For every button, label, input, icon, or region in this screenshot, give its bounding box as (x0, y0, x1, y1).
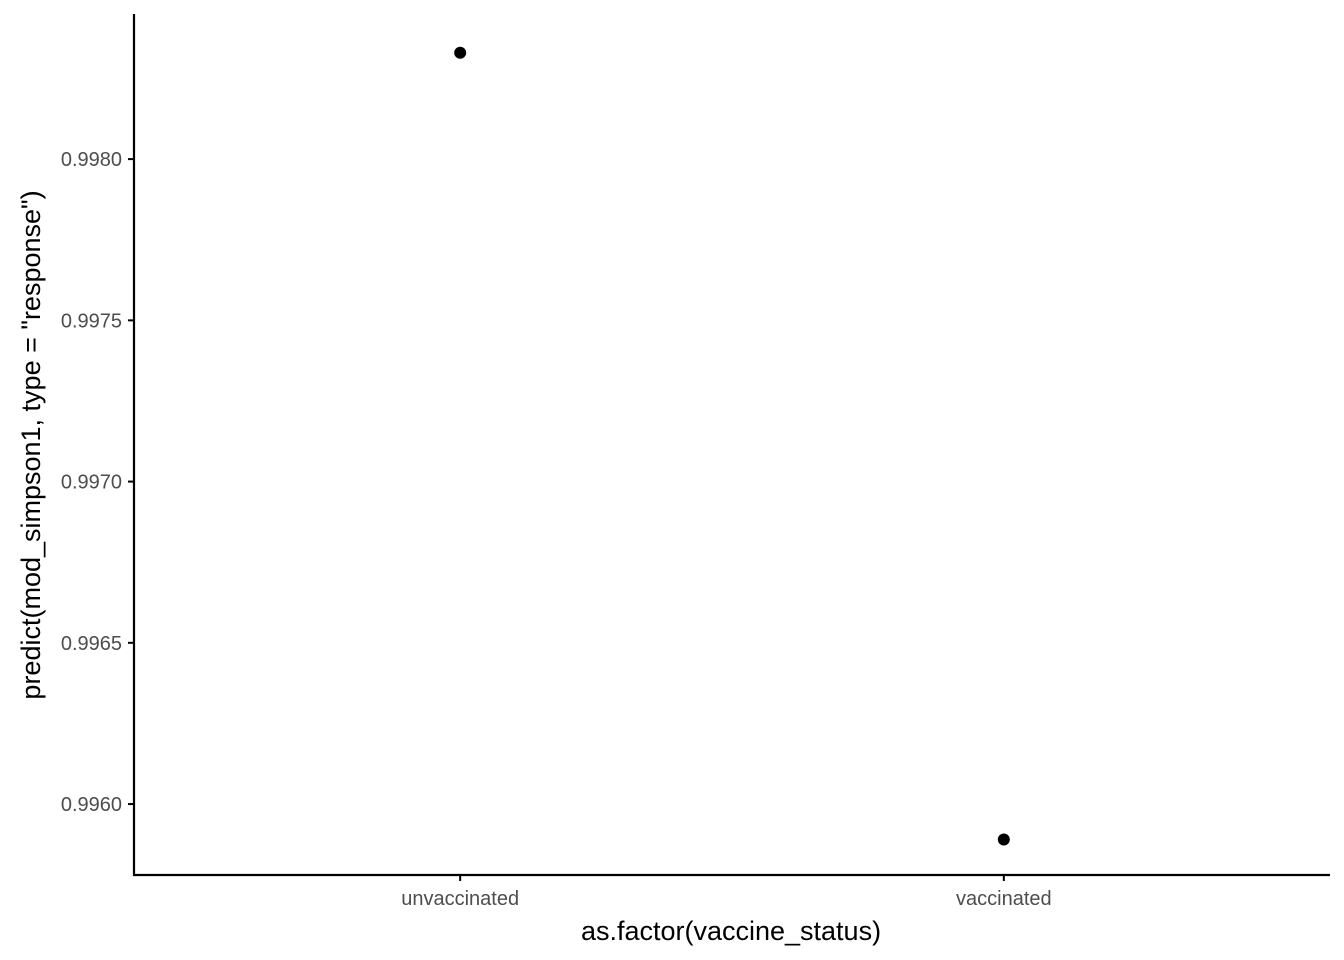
y-axis-ticks: 0.9960 0.9965 0.9970 0.9975 0.9980 (61, 149, 134, 816)
x-tick-label: vaccinated (956, 888, 1052, 910)
y-tick-label: 0.9970 (61, 472, 122, 494)
x-axis-ticks: unvaccinated vaccinated (401, 875, 1052, 910)
x-axis-title: as.factor(vaccine_status) (581, 916, 881, 946)
y-tick-label: 0.9975 (61, 310, 122, 332)
y-tick-label: 0.9960 (61, 794, 122, 816)
data-points (454, 46, 1010, 846)
data-point-vaccinated (997, 833, 1010, 846)
y-tick-label: 0.9965 (61, 633, 122, 655)
x-tick-label: unvaccinated (401, 888, 519, 910)
data-point-unvaccinated (454, 46, 467, 59)
y-axis-title: predict(mod_simpson1, type = "response") (16, 190, 46, 699)
y-tick-label: 0.9980 (61, 149, 122, 171)
